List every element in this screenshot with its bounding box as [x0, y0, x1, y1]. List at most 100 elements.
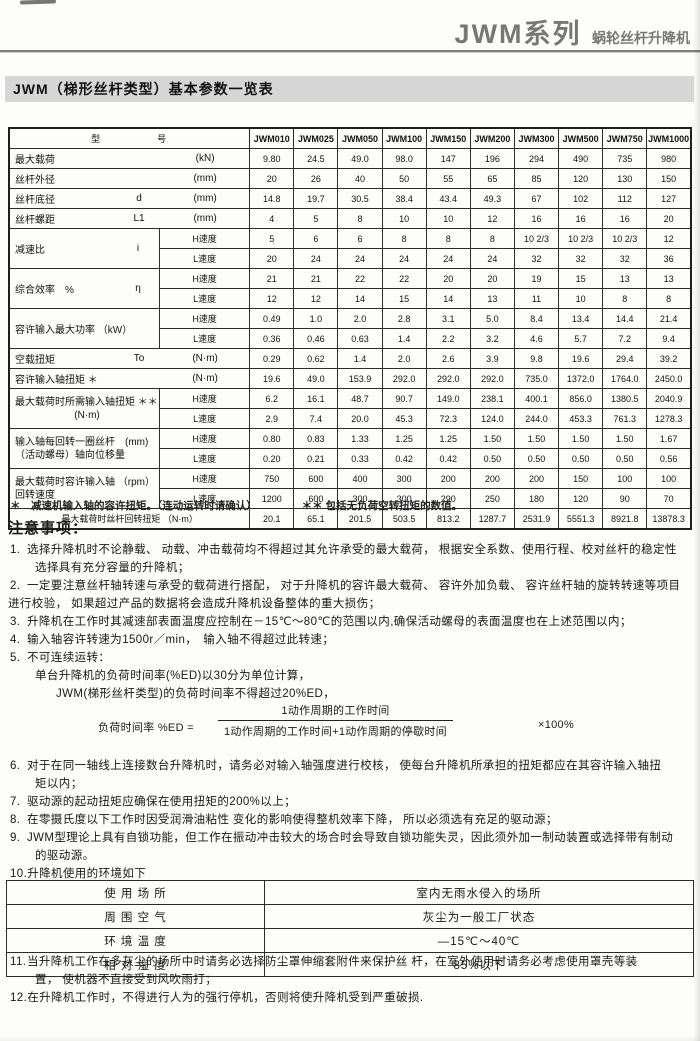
spec-value: 6 — [337, 228, 383, 249]
spec-value: 600 — [293, 468, 339, 489]
spec-value: 5.7 — [558, 328, 604, 349]
spec-value: 200 — [469, 468, 515, 489]
spec-value: 65 — [469, 168, 515, 189]
note-item: 8. 在零摄氏度以下工作时因受润滑油粘性 变化的影响使得整机效率下降， 所以必须选… — [8, 811, 696, 829]
spec-value: 1.67 — [646, 428, 692, 449]
speed-label-l: L速度 — [158, 248, 251, 269]
spec-value: 13 — [646, 268, 692, 289]
spec-value: 13 — [469, 288, 515, 309]
spec-value: 98.0 — [381, 148, 427, 169]
spec-value: 112 — [602, 188, 648, 209]
note-number: 11. — [10, 956, 27, 968]
spec-value: 290 — [425, 488, 471, 509]
note-number: 12. — [10, 992, 28, 1004]
spec-value: 5551.3 — [558, 508, 604, 530]
speed-label-h: H速度 — [158, 468, 251, 489]
page-header: JWM系列 蜗轮丝杆升降机 — [0, 12, 690, 51]
env-value: 灰尘为一般工厂状态 — [264, 904, 694, 929]
note-item: 2. 一定要注意丝杆轴转速与承受的载荷进行搭配， 对于升降机的容许最大载荷、 容许… — [8, 577, 696, 595]
spec-value: 1.0 — [293, 308, 339, 329]
spec-value: 0.46 — [293, 328, 339, 349]
spec-value: 100 — [602, 468, 648, 489]
note-item: 9. JWM型理论上具有自锁功能，但工作在振动冲击较大的场合时会导致自锁功能失灵，… — [8, 829, 696, 847]
spec-value: 14.8 — [249, 188, 295, 209]
spec-value: 0.49 — [249, 308, 295, 329]
spec-value: 196 — [469, 148, 515, 169]
spec-value: 16 — [558, 208, 604, 229]
spec-value: 0.50 — [558, 448, 604, 469]
spec-value: 100 — [646, 468, 692, 489]
note-text: 一定要注意丝杆轴转速与承受的载荷进行搭配， 对于升降机的容许最大载荷、 容许外加… — [27, 580, 681, 592]
spec-value: 238.1 — [469, 388, 515, 409]
spec-value: 90.7 — [381, 388, 427, 409]
env-table: 使 用 场 所 室内无雨水侵入的场所 周 围 空 气 灰尘为一般工厂状态 环 境… — [6, 880, 694, 977]
spec-value: 24 — [381, 248, 427, 269]
note-item: 10. 升降机使用的环境如下 — [8, 865, 696, 883]
spec-value: 1.33 — [337, 428, 383, 449]
spec-value: 14 — [425, 288, 471, 309]
spec-value: 40 — [337, 168, 383, 189]
spec-value: 2.8 — [381, 308, 427, 329]
spec-value: 19.7 — [293, 188, 339, 209]
spec-value: 1.25 — [381, 428, 427, 449]
spec-value: 2040.9 — [646, 388, 692, 409]
spec-value: 16.1 — [293, 388, 339, 409]
note-text: 不可连续运转： — [27, 652, 111, 664]
notes-heading: 注意事项： — [8, 520, 89, 537]
note-text: 对于在同一轴线上连接数台升降机时，请务必对输入轴强度进行校核， 使每台升降机所承… — [27, 760, 662, 772]
note-text: 输入轴容许转速为1500r／min， 输入轴不得超过此转速； — [27, 634, 335, 646]
footnote-star: ＊ 减速机输入轴的容许扭矩。（连动运转时请确认） — [10, 500, 257, 512]
note-text: JWM型理论上具有自锁功能，但工作在振动冲击较大的场合时会导致自锁功能失灵，因此… — [27, 832, 674, 844]
note-item: 5. 不可连续运转： — [8, 649, 696, 667]
spec-value: 67 — [513, 188, 560, 209]
spec-value: 22 — [337, 268, 383, 289]
spec-value: 980 — [646, 148, 692, 169]
env-row: 相 对 湿 度 85%以下 — [6, 952, 694, 977]
section-title: JWM（梯形丝杆类型）基本参数一览表 — [13, 81, 274, 97]
formula-tail: ×100% — [538, 719, 575, 731]
spec-value: 8 — [425, 228, 471, 249]
spec-value: 6 — [293, 228, 339, 249]
note-number: 7. — [10, 796, 21, 808]
env-table-wrap: 使 用 场 所 室内无雨水侵入的场所 周 围 空 气 灰尘为一般工厂状态 环 境… — [6, 880, 694, 977]
note-text: 在升降机工作时，不得进行人为的强行停机，否则将使升降机受到严重破损. — [27, 992, 424, 1004]
spec-value: 21.4 — [646, 308, 692, 329]
spec-table-wrap: 型 号 JWM010 JWM025 JWM050 JWM100 JWM150 JWM200 J… — [8, 127, 692, 530]
spec-value: 1.50 — [602, 428, 648, 449]
model-header: JWM050 — [337, 127, 383, 149]
spec-row-label: 丝杆底径 d (mm) — [8, 188, 251, 209]
note-item: 3. 升降机在工作时其减速部表面温度应控制在－15℃～80℃的范围以内,确保活动螺… — [8, 613, 696, 631]
spec-value: 70 — [646, 488, 692, 509]
spec-value: 1.50 — [469, 428, 515, 449]
spec-value: 55 — [425, 168, 471, 189]
spec-value: 0.56 — [646, 448, 692, 469]
spec-value: 1.50 — [513, 428, 560, 449]
note-number: 3. — [10, 616, 21, 628]
model-header: JWM100 — [381, 127, 427, 149]
spec-value: 400.1 — [513, 388, 560, 409]
note-text-continued: 置， 使机器不直接受到风吹雨打； — [35, 974, 218, 986]
spec-value: 32 — [602, 248, 648, 269]
spec-value: 292.0 — [469, 368, 515, 389]
spec-value: 49.0 — [293, 368, 339, 389]
spec-value: 1278.3 — [646, 408, 692, 429]
spec-value: 16 — [602, 208, 648, 229]
env-row: 环 境 温 度 —15℃～40℃ — [6, 928, 694, 953]
spec-value: 22 — [381, 268, 427, 289]
note-number: 1. — [10, 544, 21, 556]
note-number: 8. — [10, 814, 21, 826]
speed-label-l: L速度 — [158, 448, 251, 469]
spec-row-label: 输入轴每回转一圈丝杆 (mm) （活动螺母）轴向位移量 — [8, 428, 160, 469]
note-number: 4. — [10, 634, 21, 646]
speed-label-l: L速度 — [158, 408, 251, 429]
note-text-continued: 的驱动源。 — [35, 850, 95, 862]
spec-value: 0.29 — [249, 348, 295, 369]
spec-value: 36 — [646, 248, 692, 269]
spec-value: 1372.0 — [558, 368, 604, 389]
spec-value: 38.4 — [381, 188, 427, 209]
spec-value: 250 — [469, 488, 515, 509]
spec-value: 0.20 — [249, 448, 295, 469]
model-header: JWM300 — [513, 127, 560, 149]
spec-value: 20.0 — [337, 408, 383, 429]
spec-value: 292.0 — [381, 368, 427, 389]
